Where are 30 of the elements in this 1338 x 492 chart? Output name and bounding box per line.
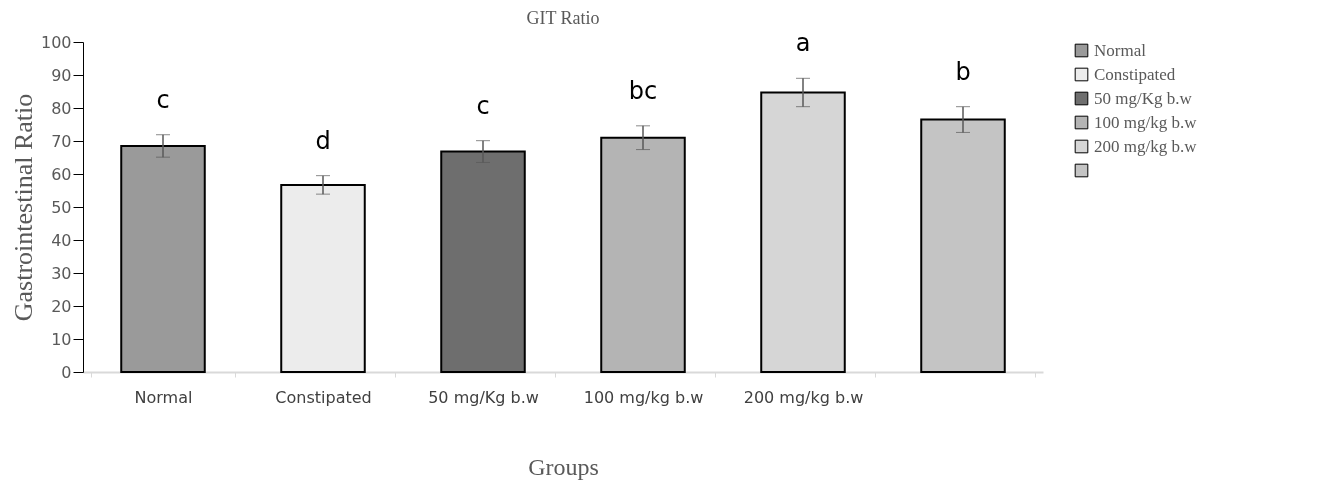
chart-title: GIT Ratio [526, 8, 600, 29]
legend-label: 50 mg/Kg b.w [1094, 88, 1193, 108]
y-tick-label: 70 [51, 131, 72, 151]
data-label: c [156, 85, 170, 114]
legend-label: 200 mg/kg b.w [1094, 136, 1198, 156]
legend-label: 100 mg/kg b.w [1094, 112, 1198, 132]
y-tick-label: 40 [51, 230, 72, 250]
x-tick-label: 100 mg/kg b.w [583, 387, 704, 407]
y-tick-label: 100 [40, 32, 72, 52]
y-tick-label: 0 [61, 362, 72, 382]
x-axis-title: Groups [528, 453, 599, 480]
y-tick-label: 90 [51, 65, 72, 85]
y-tick-label: 80 [51, 98, 72, 118]
data-label: a [795, 29, 811, 58]
data-label: bc [628, 76, 658, 105]
legend-label: Constipated [1094, 64, 1176, 84]
data-label: b [955, 57, 971, 86]
y-tick-label: 50 [51, 197, 72, 217]
y-tick-label: 10 [51, 329, 72, 349]
legend-label: Normal [1094, 40, 1147, 60]
y-tick-label: 60 [51, 164, 72, 184]
y-tick-label: 20 [51, 296, 72, 316]
y-axis-title: Gastrointestinal Ratio [8, 93, 38, 322]
x-tick-label: Normal [134, 387, 193, 407]
data-label: c [476, 91, 490, 120]
x-tick-label: Constipated [275, 387, 372, 407]
x-tick-label: 200 mg/kg b.w [743, 387, 864, 407]
x-tick-label: 50 mg/Kg b.w [428, 387, 539, 407]
y-tick-label: 30 [51, 263, 72, 283]
data-label: d [315, 126, 331, 155]
